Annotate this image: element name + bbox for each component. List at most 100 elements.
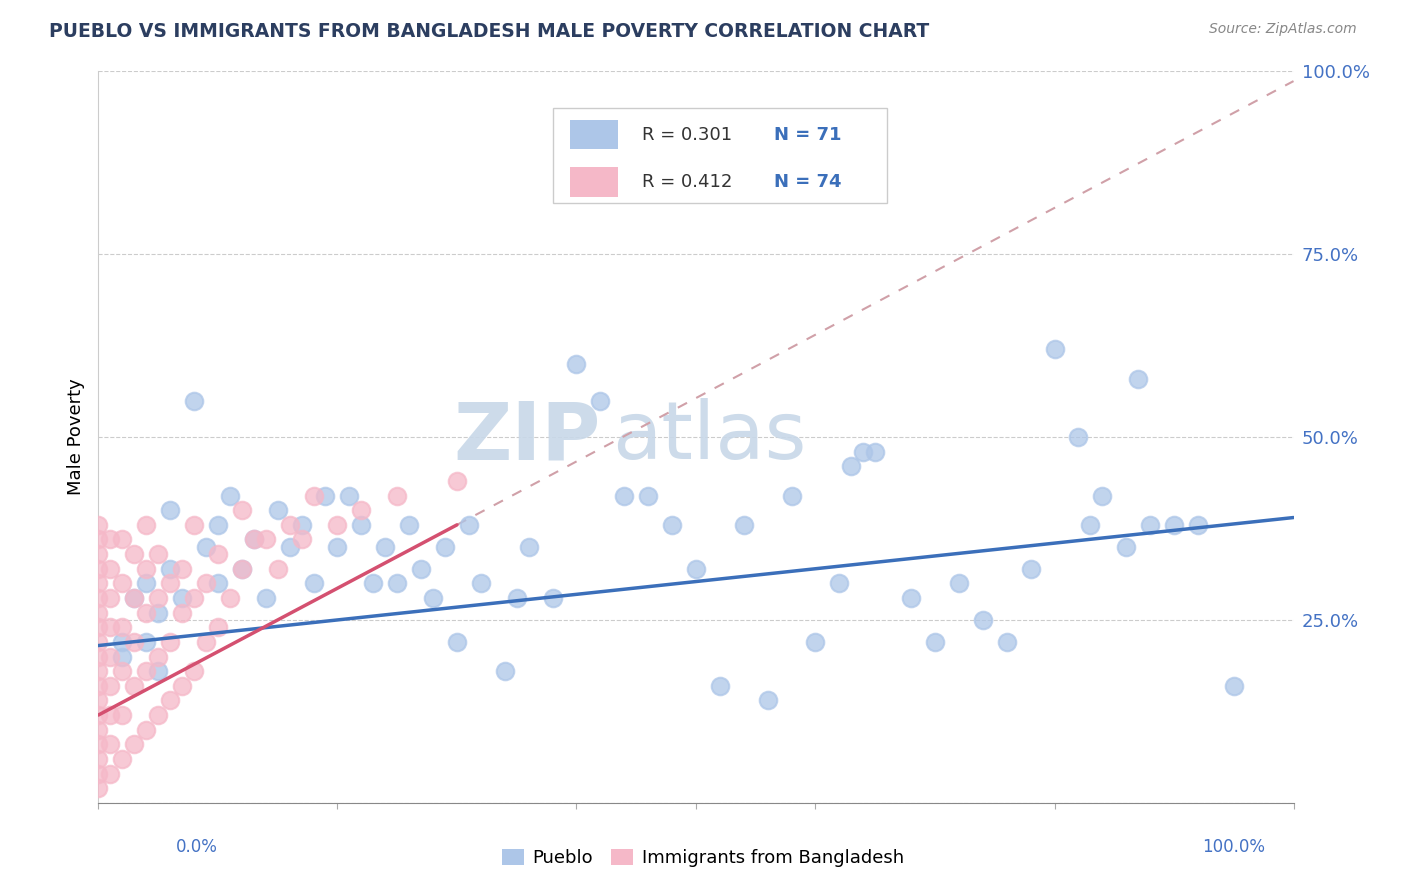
Point [254, 533, 277, 547]
Point [326, 540, 349, 554]
Text: PUEBLO VS IMMIGRANTS FROM BANGLADESH MALE POVERTY CORRELATION CHART: PUEBLO VS IMMIGRANTS FROM BANGLADESH MAL… [49, 22, 929, 41]
Point [506, 591, 529, 605]
Point [434, 540, 457, 554]
Point [159, 635, 181, 649]
Point [661, 517, 683, 532]
Point [302, 489, 325, 503]
Point [87, 620, 110, 634]
Y-axis label: Male Poverty: Male Poverty [66, 379, 84, 495]
Point [87, 547, 110, 561]
Point [231, 562, 253, 576]
Point [780, 489, 803, 503]
Point [98, 649, 122, 664]
Point [135, 562, 157, 576]
Point [446, 635, 468, 649]
Point [111, 649, 134, 664]
Point [1187, 517, 1209, 532]
Point [1043, 343, 1066, 357]
Text: atlas: atlas [613, 398, 807, 476]
Text: 100.0%: 100.0% [1202, 838, 1265, 856]
Point [565, 357, 588, 371]
Point [87, 781, 110, 796]
Point [350, 503, 373, 517]
Point [1115, 540, 1137, 554]
Point [709, 679, 731, 693]
Point [172, 591, 194, 605]
Point [841, 459, 863, 474]
Point [458, 517, 481, 532]
Point [135, 723, 157, 737]
Point [685, 562, 707, 576]
Text: N = 74: N = 74 [773, 173, 841, 191]
Point [756, 693, 779, 707]
Point [470, 576, 492, 591]
Point [1080, 517, 1102, 532]
Point [207, 517, 229, 532]
Point [828, 576, 851, 591]
Point [159, 693, 181, 707]
Point [124, 679, 146, 693]
Point [1139, 517, 1161, 532]
Point [87, 576, 110, 591]
Point [589, 393, 612, 408]
Point [637, 489, 659, 503]
Point [541, 591, 564, 605]
Point [231, 503, 253, 517]
Point [98, 708, 122, 723]
Point [148, 708, 170, 723]
Point [98, 533, 122, 547]
Point [183, 393, 205, 408]
Point [135, 635, 157, 649]
Point [124, 635, 146, 649]
Point [111, 708, 134, 723]
Point [278, 517, 301, 532]
Point [148, 649, 170, 664]
Point [124, 591, 146, 605]
Point [87, 635, 110, 649]
Point [148, 591, 170, 605]
Text: R = 0.412: R = 0.412 [643, 173, 733, 191]
Text: N = 71: N = 71 [773, 126, 841, 144]
Point [135, 664, 157, 678]
Point [494, 664, 516, 678]
Point [159, 576, 181, 591]
Point [995, 635, 1018, 649]
Point [733, 517, 755, 532]
Point [111, 635, 134, 649]
Point [87, 649, 110, 664]
Point [219, 591, 242, 605]
Point [87, 679, 110, 693]
Point [1067, 430, 1090, 444]
Point [363, 576, 385, 591]
Point [87, 737, 110, 751]
Point [411, 562, 433, 576]
Text: 0.0%: 0.0% [176, 838, 218, 856]
Point [87, 533, 110, 547]
Point [148, 547, 170, 561]
Point [98, 766, 122, 780]
Point [159, 562, 181, 576]
Point [398, 517, 420, 532]
Point [111, 576, 134, 591]
Point [1223, 679, 1246, 693]
Point [948, 576, 970, 591]
Point [291, 517, 314, 532]
Point [1019, 562, 1042, 576]
Point [87, 591, 110, 605]
Point [374, 540, 396, 554]
Point [243, 533, 266, 547]
Point [804, 635, 827, 649]
FancyBboxPatch shape [571, 120, 619, 149]
Point [124, 737, 146, 751]
Point [613, 489, 636, 503]
Point [87, 693, 110, 707]
Point [195, 540, 218, 554]
Point [326, 517, 349, 532]
Point [135, 606, 157, 620]
Point [350, 517, 373, 532]
Point [98, 562, 122, 576]
Point [87, 606, 110, 620]
Point [148, 606, 170, 620]
Point [243, 533, 266, 547]
Point [207, 547, 229, 561]
